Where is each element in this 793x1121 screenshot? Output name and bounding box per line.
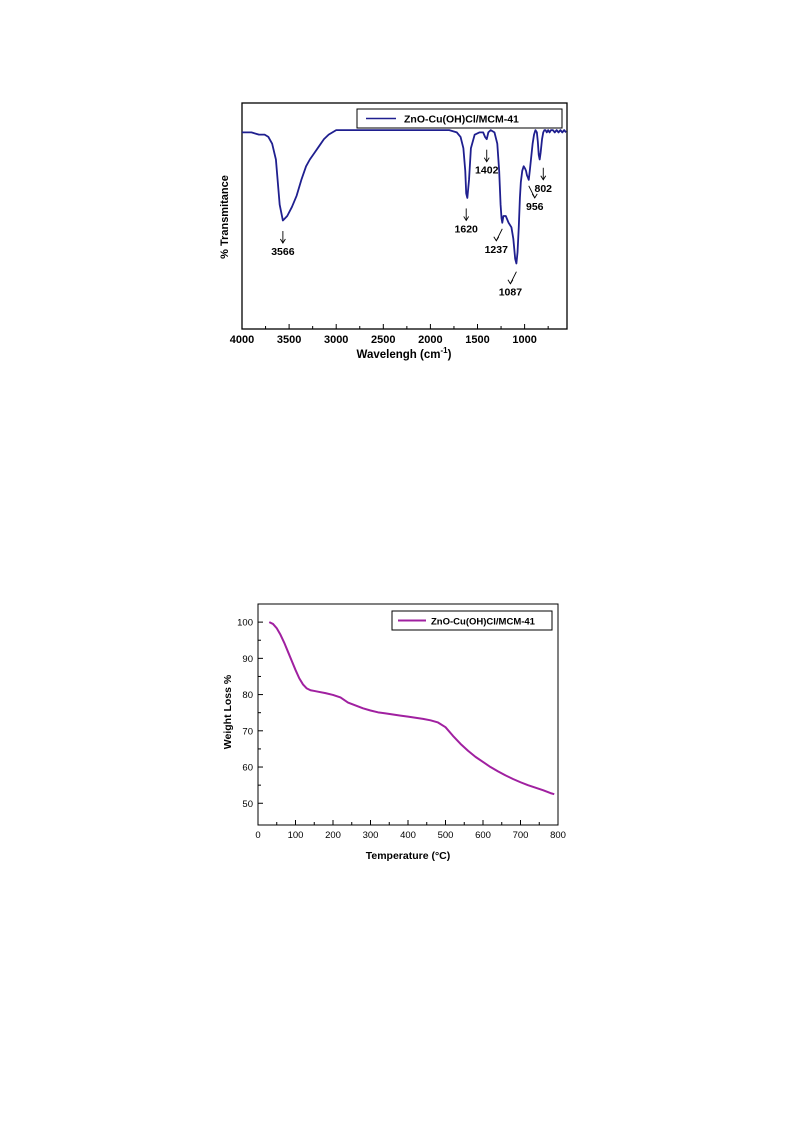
ftir-x-tick-label: 1500	[465, 334, 489, 346]
ftir-series-group	[242, 129, 567, 265]
ftir-x-axis-label: Wavelengh (cm-1)	[357, 346, 452, 361]
ftir-x-ticks-group: 4000 3500 3000 2500 2000 1500 1000	[230, 324, 549, 346]
tga-chart: 0 100 200 300 400 500 600 700 800 5060708090100 …	[222, 603, 566, 862]
tga-y-tick-label: 70	[242, 726, 253, 737]
tga-x-tick-label: 300	[363, 830, 379, 841]
ftir-x-tick-label: 1000	[512, 334, 536, 346]
ftir-x-axis-label-main: Wavelengh (cm	[357, 349, 441, 361]
ftir-peak-label: 3566	[271, 246, 295, 258]
tga-x-tick-label: 200	[325, 830, 341, 841]
tga-plot-frame	[257, 603, 559, 826]
tga-x-tick-label: 400	[400, 830, 416, 841]
ftir-peak-arrowhead	[531, 193, 538, 199]
tga-x-ticks-group: 0 100 200 300 400 500 600 700 800	[255, 820, 566, 841]
ftir-y-axis-label: % Transmitance	[219, 175, 231, 259]
ftir-plot-frame	[241, 102, 568, 330]
ftir-legend: ZnO-Cu(OH)Cl/MCM-41	[356, 108, 563, 129]
tga-legend: ZnO-Cu(OH)Cl/MCM-41	[391, 610, 553, 631]
ftir-chart: 3566 1620 1402 1237 1087 956 802 4000 3500 3000 2…	[219, 102, 568, 361]
tga-y-tick-label: 80	[242, 690, 253, 701]
tga-y-tick-label: 90	[242, 654, 253, 665]
ftir-peak-arrowhead	[493, 236, 500, 242]
tga-x-tick-label: 0	[255, 830, 260, 841]
ftir-peak-label: 1237	[485, 244, 509, 256]
ftir-peak-label: 802	[534, 183, 552, 195]
ftir-x-tick-label: 3000	[324, 334, 348, 346]
ftir-legend-label: ZnO-Cu(OH)Cl/MCM-41	[404, 114, 519, 126]
ftir-series-line-0	[242, 129, 567, 265]
ftir-peak-label: 1402	[475, 165, 499, 177]
tga-y-tick-label: 100	[237, 618, 253, 629]
ftir-x-axis-label-suffix: )	[448, 349, 452, 361]
ftir-peak-label: 1087	[499, 287, 523, 299]
tga-y-tick-label: 50	[242, 799, 253, 810]
tga-y-axis-label: Weight Loss %	[222, 674, 234, 749]
ftir-x-tick-label: 4000	[230, 334, 254, 346]
ftir-x-tick-label: 2500	[371, 334, 395, 346]
tga-x-tick-label: 100	[288, 830, 304, 841]
ftir-x-tick-label: 3500	[277, 334, 301, 346]
tga-x-tick-label: 700	[513, 830, 529, 841]
ftir-x-axis-label-superscript: -1	[440, 346, 448, 355]
tga-x-axis-label: Temperature (°C)	[366, 850, 451, 862]
tga-series-line-0	[268, 621, 555, 796]
ftir-peak-label: 956	[526, 201, 544, 213]
tga-legend-box	[391, 610, 553, 631]
ftir-peak-arrowhead	[463, 216, 470, 222]
ftir-peak-arrowhead	[540, 175, 547, 181]
ftir-legend-box	[356, 108, 563, 129]
tga-series-group	[268, 621, 555, 796]
tga-y-ticks-group: 50 60 70 80 90 100	[237, 618, 263, 810]
ftir-x-tick-label: 2000	[418, 334, 442, 346]
tga-y-tick-label: 60	[242, 763, 253, 774]
tga-legend-label: ZnO-Cu(OH)Cl/MCM-41	[431, 617, 536, 628]
ftir-peak-arrowhead	[483, 157, 490, 163]
ftir-peak-arrowhead	[507, 279, 514, 285]
ftir-peak-label: 1620	[455, 223, 479, 235]
ftir-peak-arrowhead	[280, 238, 286, 244]
ftir-annotations-group: 3566 1620 1402 1237 1087 956 802	[271, 149, 552, 299]
tga-x-tick-label: 500	[438, 830, 454, 841]
tga-x-tick-label: 800	[550, 830, 566, 841]
tga-x-tick-label: 600	[475, 830, 491, 841]
